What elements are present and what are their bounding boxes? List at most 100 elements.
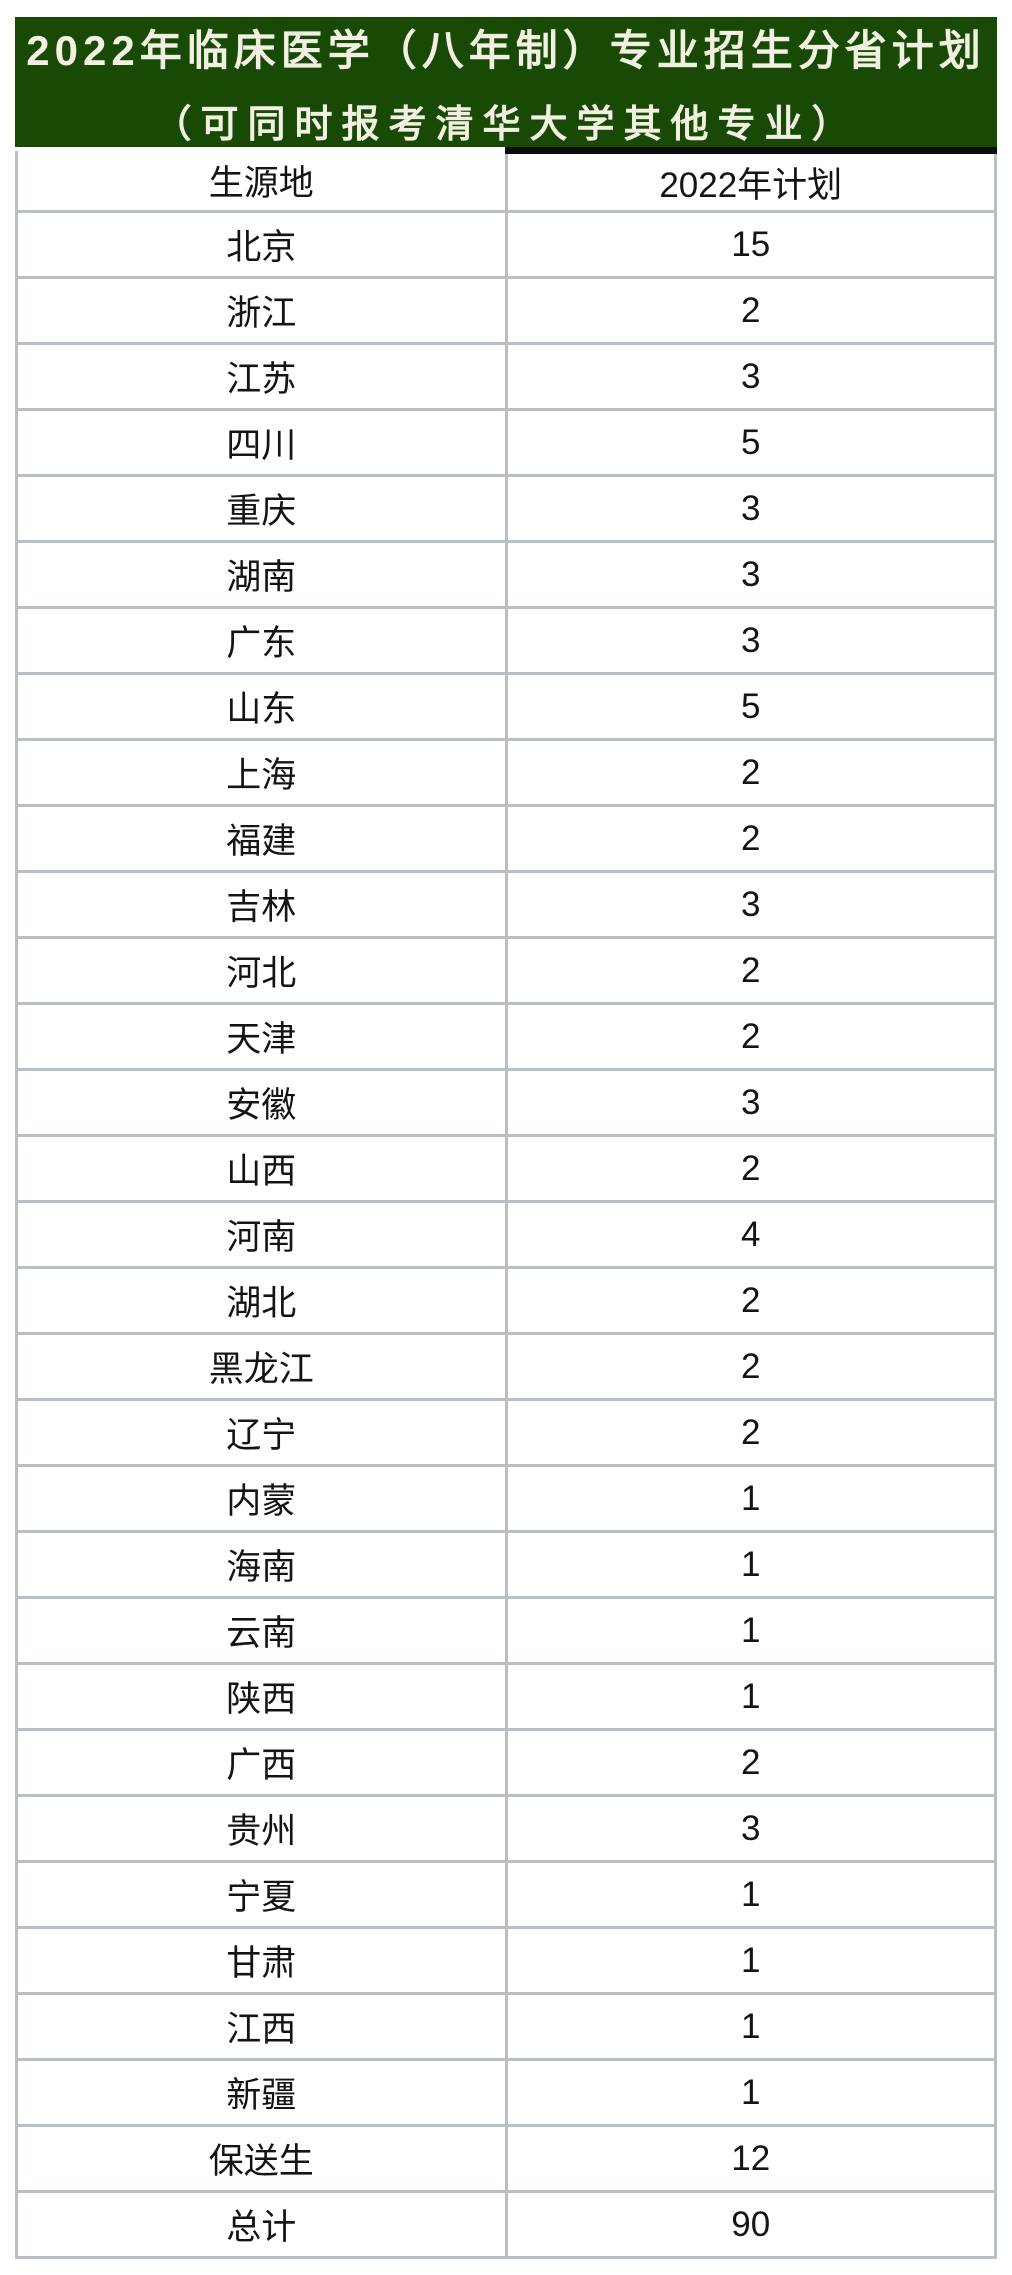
province-cell: 上海 (15, 738, 508, 807)
column-header-plan: 2022年计划 (504, 147, 997, 213)
plan-value-cell: 5 (504, 672, 997, 741)
table-row: 安徽 3 (15, 1068, 997, 1137)
title-banner: 2022年临床医学（八年制）专业招生分省计划 （可同时报考清华大学其他专业） (15, 17, 997, 147)
table-row: 江西 1 (15, 1992, 997, 2061)
page-title: 2022年临床医学（八年制）专业招生分省计划 (26, 26, 986, 74)
table-head: 生源地 2022年计划 (15, 147, 997, 213)
table-row: 浙江 2 (15, 276, 997, 345)
province-cell: 贵州 (15, 1794, 508, 1863)
province-cell: 陕西 (15, 1662, 508, 1731)
table-row: 山西 2 (15, 1134, 997, 1203)
table-row: 重庆 3 (15, 474, 997, 543)
plan-value-cell: 2 (504, 936, 997, 1005)
plan-value-cell: 3 (504, 540, 997, 609)
province-cell: 宁夏 (15, 1860, 508, 1929)
province-cell: 黑龙江 (15, 1332, 508, 1401)
plan-value-cell: 4 (504, 1200, 997, 1269)
plan-value-cell: 2 (504, 1332, 997, 1401)
table-row: 上海 2 (15, 738, 997, 807)
table-row: 黑龙江 2 (15, 1332, 997, 1401)
plan-value-cell: 1 (504, 1992, 997, 2061)
province-cell: 江苏 (15, 342, 508, 411)
column-header-origin: 生源地 (15, 150, 508, 213)
table-row: 广东 3 (15, 606, 997, 675)
province-cell: 浙江 (15, 276, 508, 345)
province-cell: 保送生 (15, 2124, 508, 2193)
plan-value-cell: 3 (504, 1068, 997, 1137)
plan-value-cell: 2 (504, 276, 997, 345)
province-cell: 河北 (15, 936, 508, 1005)
table-row: 新疆 1 (15, 2058, 997, 2127)
page-subtitle: （可同时报考清华大学其他专业） (153, 103, 859, 146)
plan-value-cell: 2 (504, 1728, 997, 1797)
plan-value-cell: 2 (504, 1266, 997, 1335)
table-row: 湖北 2 (15, 1266, 997, 1335)
table-row: 云南 1 (15, 1596, 997, 1665)
plan-value-cell: 1 (504, 1596, 997, 1665)
province-cell: 内蒙 (15, 1464, 508, 1533)
plan-value-cell: 1 (504, 1464, 997, 1533)
table-row: 广西 2 (15, 1728, 997, 1797)
plan-value-cell: 3 (504, 870, 997, 939)
plan-value-cell: 1 (504, 2058, 997, 2127)
plan-value-cell: 2 (504, 1134, 997, 1203)
province-cell: 辽宁 (15, 1398, 508, 1467)
plan-value-cell: 1 (504, 1926, 997, 1995)
table-row: 宁夏 1 (15, 1860, 997, 1929)
header-row: 生源地 2022年计划 (15, 147, 997, 213)
province-cell: 新疆 (15, 2058, 508, 2127)
plan-value-cell: 12 (504, 2124, 997, 2193)
table-row: 贵州 3 (15, 1794, 997, 1863)
province-cell: 北京 (15, 210, 508, 279)
province-cell: 甘肃 (15, 1926, 508, 1995)
province-cell: 广西 (15, 1728, 508, 1797)
province-cell: 安徽 (15, 1068, 508, 1137)
province-cell: 四川 (15, 408, 508, 477)
plan-value-cell: 1 (504, 1860, 997, 1929)
province-cell: 河南 (15, 1200, 508, 1269)
province-cell: 重庆 (15, 474, 508, 543)
plan-value-cell: 3 (504, 606, 997, 675)
table-row: 江苏 3 (15, 342, 997, 411)
province-cell: 吉林 (15, 870, 508, 939)
province-cell: 广东 (15, 606, 508, 675)
table-body: 北京 15 浙江 2 江苏 3 四川 5 重庆 3 湖南 3 广东 3 (15, 210, 997, 2259)
table-row: 北京 15 (15, 210, 997, 279)
province-cell: 山东 (15, 672, 508, 741)
plan-value-cell: 2 (504, 738, 997, 807)
table-row: 海南 1 (15, 1530, 997, 1599)
province-cell: 总计 (15, 2190, 508, 2259)
plan-value-cell: 15 (504, 210, 997, 279)
plan-value-cell: 1 (504, 1530, 997, 1599)
province-cell: 湖北 (15, 1266, 508, 1335)
enrollment-plan-table: 生源地 2022年计划 北京 15 浙江 2 江苏 3 四川 5 重庆 3 湖南 (15, 147, 997, 2259)
table-row: 山东 5 (15, 672, 997, 741)
table-row: 辽宁 2 (15, 1398, 997, 1467)
province-cell: 江西 (15, 1992, 508, 2061)
table-row: 四川 5 (15, 408, 997, 477)
province-cell: 海南 (15, 1530, 508, 1599)
province-cell: 云南 (15, 1596, 508, 1665)
table-row: 陕西 1 (15, 1662, 997, 1731)
province-cell: 山西 (15, 1134, 508, 1203)
plan-value-cell: 3 (504, 342, 997, 411)
plan-value-cell: 2 (504, 1002, 997, 1071)
table-row: 湖南 3 (15, 540, 997, 609)
table-row: 甘肃 1 (15, 1926, 997, 1995)
province-cell: 福建 (15, 804, 508, 873)
province-cell: 天津 (15, 1002, 508, 1071)
plan-value-cell: 3 (504, 474, 997, 543)
plan-value-cell: 3 (504, 1794, 997, 1863)
table-row: 河北 2 (15, 936, 997, 1005)
table-row: 天津 2 (15, 1002, 997, 1071)
table-row: 吉林 3 (15, 870, 997, 939)
table-row: 总计 90 (15, 2190, 997, 2259)
table-row: 保送生 12 (15, 2124, 997, 2193)
province-cell: 湖南 (15, 540, 508, 609)
plan-value-cell: 2 (504, 1398, 997, 1467)
plan-value-cell: 1 (504, 1662, 997, 1731)
table-row: 内蒙 1 (15, 1464, 997, 1533)
table-row: 河南 4 (15, 1200, 997, 1269)
plan-value-cell: 2 (504, 804, 997, 873)
